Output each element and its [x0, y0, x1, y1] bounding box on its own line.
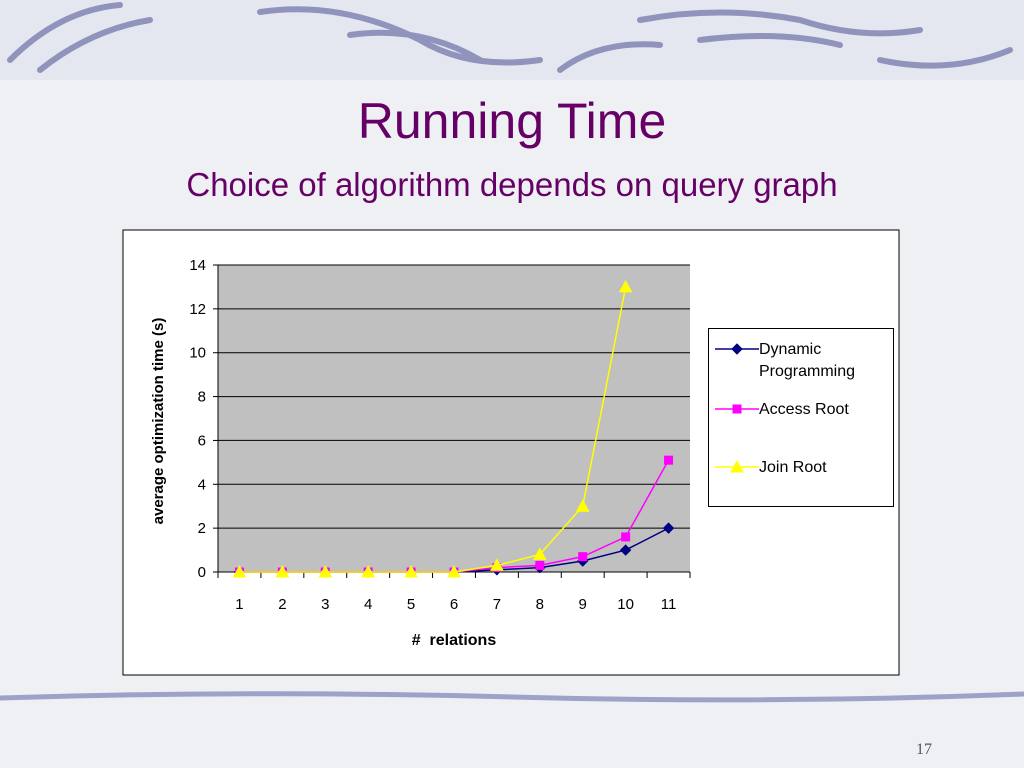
- marker: [447, 564, 461, 578]
- page-number: 17: [916, 741, 932, 758]
- y-tick-label: 8: [198, 389, 206, 406]
- x-tick-label: 1: [235, 596, 243, 613]
- legend-item: Dynamic Programming: [709, 339, 887, 382]
- marker: [490, 558, 504, 571]
- legend-item: Access Root: [709, 399, 887, 421]
- y-tick-label: 14: [189, 257, 206, 274]
- plot-area: [218, 265, 690, 572]
- series-line: [239, 286, 627, 573]
- header-band: [0, 0, 1024, 80]
- legend-swatch: [715, 404, 759, 414]
- y-axis-label: average optimization time (s): [150, 318, 167, 525]
- y-tick-label: 4: [198, 476, 206, 493]
- legend-label: Access Root: [759, 401, 849, 418]
- x-tick-label: 4: [364, 596, 372, 613]
- x-tick-label: 8: [536, 596, 544, 613]
- x-tick-label: 7: [493, 596, 501, 613]
- legend-label: Dynamic Programming: [759, 341, 856, 380]
- marker: [619, 544, 632, 556]
- x-tick-label: 11: [661, 596, 677, 613]
- legend-label: Join Root: [759, 459, 827, 476]
- x-tick-label: 10: [617, 596, 634, 613]
- marker: [318, 564, 333, 578]
- y-tick-label: 12: [189, 301, 206, 318]
- legend-item: Join Root: [709, 457, 887, 479]
- marker: [731, 343, 743, 355]
- marker: [275, 564, 290, 578]
- marker: [535, 560, 545, 570]
- marker: [664, 455, 674, 465]
- legend-swatch: [715, 343, 759, 355]
- y-tick-label: 6: [198, 432, 206, 449]
- slide-title: Running Time: [357, 93, 667, 149]
- marker: [361, 564, 376, 578]
- x-tick-label: 2: [278, 596, 286, 613]
- marker: [730, 459, 744, 473]
- decoration: [7, 2, 1013, 73]
- marker: [532, 547, 547, 560]
- marker: [618, 279, 633, 293]
- y-tick-label: 0: [198, 564, 206, 581]
- marker: [732, 404, 742, 414]
- marker: [404, 564, 418, 578]
- marker: [575, 499, 590, 512]
- x-axis-label: # relations: [412, 632, 497, 649]
- y-tick-label: 10: [189, 345, 206, 362]
- marker: [578, 552, 588, 562]
- slide-subtitle: Choice of algorithm depends on query gra…: [186, 166, 838, 203]
- x-tick-label: 5: [407, 596, 415, 613]
- footer-line: [0, 691, 1024, 703]
- legend: Dynamic Programming Access Root Join Root: [708, 328, 894, 507]
- x-tick-label: 9: [579, 596, 587, 613]
- x-tick-label: 6: [450, 596, 458, 613]
- x-tick-label: 3: [321, 596, 329, 613]
- legend-swatch: [715, 459, 759, 473]
- marker: [662, 522, 675, 534]
- marker: [621, 532, 631, 542]
- y-tick-label: 2: [198, 520, 206, 537]
- marker: [232, 564, 247, 578]
